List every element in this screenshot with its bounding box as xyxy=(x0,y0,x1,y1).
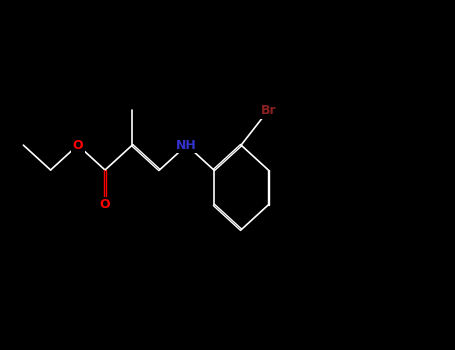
Text: O: O xyxy=(72,139,83,152)
Text: O: O xyxy=(100,198,110,211)
Text: Br: Br xyxy=(261,104,276,117)
Text: NH: NH xyxy=(176,139,197,152)
